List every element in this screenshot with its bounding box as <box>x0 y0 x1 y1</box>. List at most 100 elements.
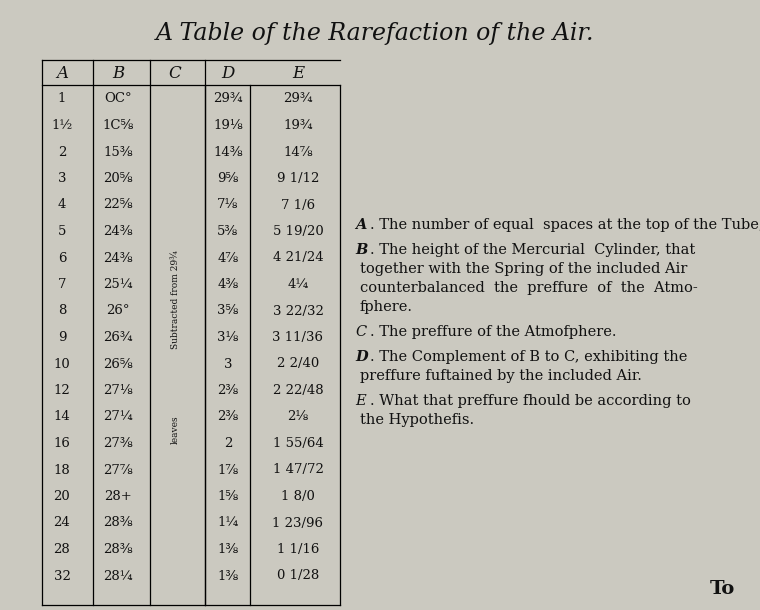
Text: 28¼: 28¼ <box>103 570 133 583</box>
Text: 2⅜: 2⅜ <box>217 384 239 397</box>
Text: C: C <box>169 65 182 82</box>
Text: leaves: leaves <box>170 415 179 444</box>
Text: 26¾: 26¾ <box>103 331 133 344</box>
Text: 6: 6 <box>58 251 66 265</box>
Text: 4⅜: 4⅜ <box>217 278 239 291</box>
Text: 19⅛: 19⅛ <box>213 119 243 132</box>
Text: 3: 3 <box>58 172 66 185</box>
Text: 26⅝: 26⅝ <box>103 357 133 370</box>
Text: 8: 8 <box>58 304 66 317</box>
Text: 4 21/24: 4 21/24 <box>273 251 323 265</box>
Text: 2: 2 <box>223 437 233 450</box>
Text: 18: 18 <box>54 464 71 476</box>
Text: 27⅛: 27⅛ <box>103 384 133 397</box>
Text: OC°: OC° <box>104 93 131 106</box>
Text: 4⅞: 4⅞ <box>217 251 239 265</box>
Text: D: D <box>355 350 368 364</box>
Text: E: E <box>292 65 304 82</box>
Text: 1½: 1½ <box>52 119 73 132</box>
Text: . The Complement of B to C, exhibiting the: . The Complement of B to C, exhibiting t… <box>370 350 687 364</box>
Text: 7 1/6: 7 1/6 <box>281 198 315 212</box>
Text: fphere.: fphere. <box>360 300 413 314</box>
Text: 27¼: 27¼ <box>103 411 133 423</box>
Text: 1⅝: 1⅝ <box>217 490 239 503</box>
Text: 1 23/96: 1 23/96 <box>273 517 324 529</box>
Text: 1⅞: 1⅞ <box>217 464 239 476</box>
Text: 2⅛: 2⅛ <box>287 411 309 423</box>
Text: 3: 3 <box>223 357 233 370</box>
Text: 2: 2 <box>58 146 66 159</box>
Text: 12: 12 <box>54 384 71 397</box>
Text: 1 8/0: 1 8/0 <box>281 490 315 503</box>
Text: A Table of the Rarefaction of the Air.: A Table of the Rarefaction of the Air. <box>156 22 594 45</box>
Text: 3⅛: 3⅛ <box>217 331 239 344</box>
Text: 24⅜: 24⅜ <box>103 225 133 238</box>
Text: 1⅜: 1⅜ <box>217 543 239 556</box>
Text: 7: 7 <box>58 278 66 291</box>
Text: 2⅜: 2⅜ <box>217 411 239 423</box>
Text: 14: 14 <box>54 411 71 423</box>
Text: 1¼: 1¼ <box>217 517 239 529</box>
Text: 1: 1 <box>58 93 66 106</box>
Text: C: C <box>355 325 366 339</box>
Text: A: A <box>355 218 366 232</box>
Text: . The preffure of the Atmofphere.: . The preffure of the Atmofphere. <box>370 325 616 339</box>
Text: 2 2/40: 2 2/40 <box>277 357 319 370</box>
Text: 20⅝: 20⅝ <box>103 172 133 185</box>
Text: B: B <box>355 243 367 257</box>
Text: 28: 28 <box>54 543 71 556</box>
Text: 26°: 26° <box>106 304 130 317</box>
Text: 15⅜: 15⅜ <box>103 146 133 159</box>
Text: 9⅝: 9⅝ <box>217 172 239 185</box>
Text: 5 19/20: 5 19/20 <box>273 225 323 238</box>
Text: 19¾: 19¾ <box>283 119 313 132</box>
Text: together with the Spring of the included Air: together with the Spring of the included… <box>360 262 687 276</box>
Text: 3 22/32: 3 22/32 <box>273 304 324 317</box>
Text: 20: 20 <box>54 490 71 503</box>
Text: 5⅜: 5⅜ <box>217 225 239 238</box>
Text: counterbalanced  the  preffure  of  the  Atmo-: counterbalanced the preffure of the Atmo… <box>360 281 698 295</box>
Text: 25¼: 25¼ <box>103 278 133 291</box>
Text: 16: 16 <box>53 437 71 450</box>
Text: D: D <box>221 65 235 82</box>
Text: 14⅜: 14⅜ <box>214 146 242 159</box>
Text: 0 1/28: 0 1/28 <box>277 570 319 583</box>
Text: 1 55/64: 1 55/64 <box>273 437 323 450</box>
Text: 2 22/48: 2 22/48 <box>273 384 323 397</box>
Text: 9: 9 <box>58 331 66 344</box>
Text: Subtracted from 29¾: Subtracted from 29¾ <box>170 251 179 350</box>
Text: . The height of the Mercurial  Cylinder, that: . The height of the Mercurial Cylinder, … <box>370 243 695 257</box>
Text: 1C⅝: 1C⅝ <box>103 119 134 132</box>
Text: 1⅜: 1⅜ <box>217 570 239 583</box>
Text: 22⅝: 22⅝ <box>103 198 133 212</box>
Text: E: E <box>355 394 366 408</box>
Text: B: B <box>112 65 124 82</box>
Text: 29¾: 29¾ <box>214 93 242 106</box>
Text: the Hypothefis.: the Hypothefis. <box>360 413 474 427</box>
Text: 24: 24 <box>54 517 71 529</box>
Text: 1 1/16: 1 1/16 <box>277 543 319 556</box>
Text: A: A <box>56 65 68 82</box>
Text: 24⅜: 24⅜ <box>103 251 133 265</box>
Text: 32: 32 <box>53 570 71 583</box>
Text: 4: 4 <box>58 198 66 212</box>
Text: 5: 5 <box>58 225 66 238</box>
Text: 4¼: 4¼ <box>287 278 309 291</box>
Text: 9 1/12: 9 1/12 <box>277 172 319 185</box>
Text: 3 11/36: 3 11/36 <box>273 331 324 344</box>
Text: . What that preffure fhould be according to: . What that preffure fhould be according… <box>370 394 691 408</box>
Text: 3⅝: 3⅝ <box>217 304 239 317</box>
Text: 28⅜: 28⅜ <box>103 543 133 556</box>
Text: 10: 10 <box>54 357 71 370</box>
Text: 7⅛: 7⅛ <box>217 198 239 212</box>
Text: 1 47/72: 1 47/72 <box>273 464 324 476</box>
Text: To: To <box>710 580 735 598</box>
Text: 29¾: 29¾ <box>283 93 313 106</box>
Text: preffure fuftained by the included Air.: preffure fuftained by the included Air. <box>360 369 642 383</box>
Text: 27⅜: 27⅜ <box>103 437 133 450</box>
Text: . The number of equal  spaces at the top of the Tube, that contained the fame pa: . The number of equal spaces at the top … <box>370 218 760 232</box>
Text: 28+: 28+ <box>104 490 132 503</box>
Text: 27⅞: 27⅞ <box>103 464 133 476</box>
Text: 14⅞: 14⅞ <box>283 146 313 159</box>
Text: 28⅜: 28⅜ <box>103 517 133 529</box>
